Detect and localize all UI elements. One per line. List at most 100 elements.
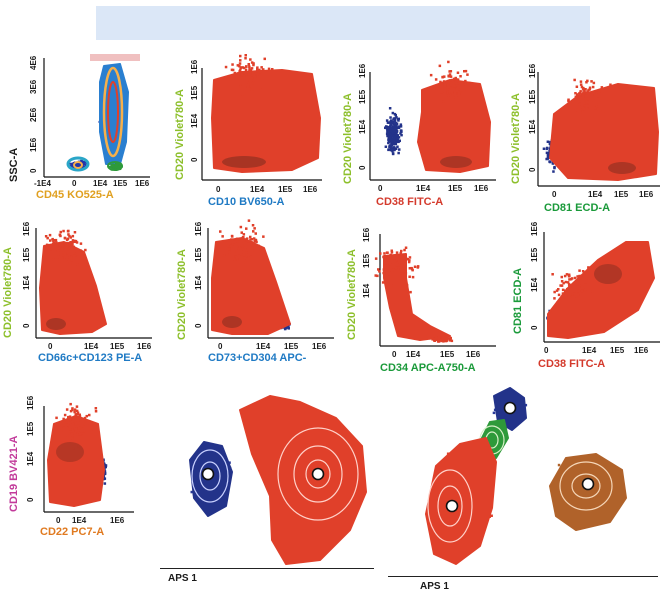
red-population-dot bbox=[596, 107, 599, 111]
lymph-population-dot bbox=[83, 162, 86, 165]
red-population-dot bbox=[396, 262, 399, 265]
red-population-dot bbox=[247, 81, 250, 84]
lymph-population-dot bbox=[85, 161, 87, 164]
red-population-dot bbox=[234, 77, 237, 80]
y-axis-label: CD19 BV421-A bbox=[8, 435, 20, 512]
red-population-dot bbox=[578, 105, 581, 108]
red-population-dot bbox=[457, 90, 460, 94]
red-population-dot bbox=[68, 415, 72, 418]
red-population-dot bbox=[62, 254, 65, 257]
red-population-dot bbox=[240, 89, 243, 92]
red-population-dot bbox=[445, 335, 449, 339]
red-population-dot bbox=[88, 429, 91, 432]
red-population-dot bbox=[584, 97, 587, 101]
red-population-dot bbox=[434, 78, 438, 81]
red-population-dot bbox=[69, 430, 72, 433]
red-population-dot bbox=[451, 95, 454, 98]
blue-population-dot bbox=[392, 129, 395, 132]
red-population-dot bbox=[65, 421, 68, 424]
red-population-dot bbox=[243, 86, 247, 89]
red-population-dot bbox=[271, 68, 274, 71]
red-population-dot bbox=[443, 83, 447, 86]
red-population-dot bbox=[387, 272, 390, 276]
red-population-dot bbox=[577, 289, 580, 293]
red-population-dot bbox=[588, 114, 591, 117]
red-population-dot bbox=[75, 241, 79, 244]
red-population-dot bbox=[583, 104, 586, 107]
red-population-dot bbox=[595, 103, 598, 106]
red-population-dot bbox=[411, 268, 414, 272]
red-population-dot bbox=[399, 276, 402, 280]
red-population-dot bbox=[567, 98, 570, 101]
y-tick: 1E4 bbox=[528, 119, 537, 134]
red-population-dot bbox=[245, 257, 249, 261]
red-population-dot bbox=[245, 253, 248, 256]
red-population-dot bbox=[66, 258, 70, 261]
red-population-dot bbox=[400, 278, 404, 281]
red-population-dot bbox=[240, 73, 244, 77]
red-population-dot bbox=[260, 66, 263, 69]
red-population-dot bbox=[241, 245, 245, 248]
red-population-dot bbox=[574, 104, 577, 107]
red-population-dot bbox=[451, 93, 454, 96]
red-population-dot bbox=[70, 252, 73, 256]
red-population-dot bbox=[60, 262, 63, 266]
red-population-dot bbox=[440, 91, 443, 94]
red-population-dot bbox=[233, 264, 236, 268]
red-population-dot bbox=[253, 227, 256, 230]
red-population-dot bbox=[573, 282, 576, 286]
x-tick: 0 bbox=[72, 179, 77, 188]
red-population-dot bbox=[565, 273, 569, 276]
red-population-dot bbox=[433, 339, 436, 342]
red-population-dot bbox=[467, 81, 471, 85]
red-population-dot bbox=[376, 274, 379, 278]
red-population-dot bbox=[388, 262, 392, 265]
red-population-dot bbox=[385, 272, 388, 276]
red-population-dot bbox=[465, 87, 468, 91]
red-population-dot bbox=[374, 274, 377, 277]
red-population-dot bbox=[245, 227, 248, 230]
red-population-dot bbox=[573, 276, 577, 280]
blue-population-dot bbox=[399, 132, 402, 135]
x-tick: 1E6 bbox=[135, 179, 150, 188]
red-population-dot bbox=[447, 94, 450, 97]
red-population-dot bbox=[609, 83, 612, 86]
red-population-dot bbox=[573, 306, 576, 310]
blue-population-dot bbox=[385, 132, 389, 135]
blue-population-dot bbox=[399, 123, 403, 126]
red-population-dot bbox=[392, 260, 396, 263]
red-population-dot bbox=[239, 91, 242, 94]
red-population-dot bbox=[448, 79, 451, 83]
red-population-dot bbox=[94, 435, 97, 438]
red-population-dot bbox=[581, 95, 585, 99]
y-tick: 0 bbox=[29, 168, 38, 173]
y-axis-label: CD81 ECD-A bbox=[512, 267, 524, 334]
red-population-dot bbox=[573, 296, 576, 299]
red-population-dot bbox=[401, 269, 405, 273]
red-population-dot bbox=[583, 274, 587, 277]
red-population-dot bbox=[250, 61, 254, 64]
red-population-dot bbox=[249, 238, 252, 241]
red-population-dot bbox=[65, 258, 68, 261]
red-population-dot bbox=[262, 78, 265, 81]
red-population-dot bbox=[78, 413, 81, 416]
red-population-dot bbox=[245, 71, 248, 74]
red-population-dot bbox=[63, 413, 67, 417]
red-population-dot bbox=[460, 82, 464, 85]
red-population-dot bbox=[244, 92, 247, 95]
y-axis-label: CD20 Violet780-A bbox=[176, 249, 188, 340]
y-tick: 0 bbox=[358, 165, 367, 170]
red-population-dot bbox=[581, 87, 585, 90]
blue-population-dot bbox=[395, 130, 399, 133]
blue-population-dot bbox=[387, 141, 390, 145]
red-population-dot bbox=[267, 67, 271, 71]
red-population-dot bbox=[81, 250, 84, 254]
x-tick: 1E5 bbox=[278, 185, 293, 194]
red-population-dot bbox=[44, 235, 48, 238]
red-population-dot bbox=[78, 424, 81, 427]
red-population-dot bbox=[437, 336, 441, 339]
x-tick: 0 bbox=[48, 342, 53, 351]
red-population-dot bbox=[577, 285, 580, 289]
red-population-dot bbox=[567, 289, 570, 293]
red-population-dot bbox=[261, 82, 264, 86]
